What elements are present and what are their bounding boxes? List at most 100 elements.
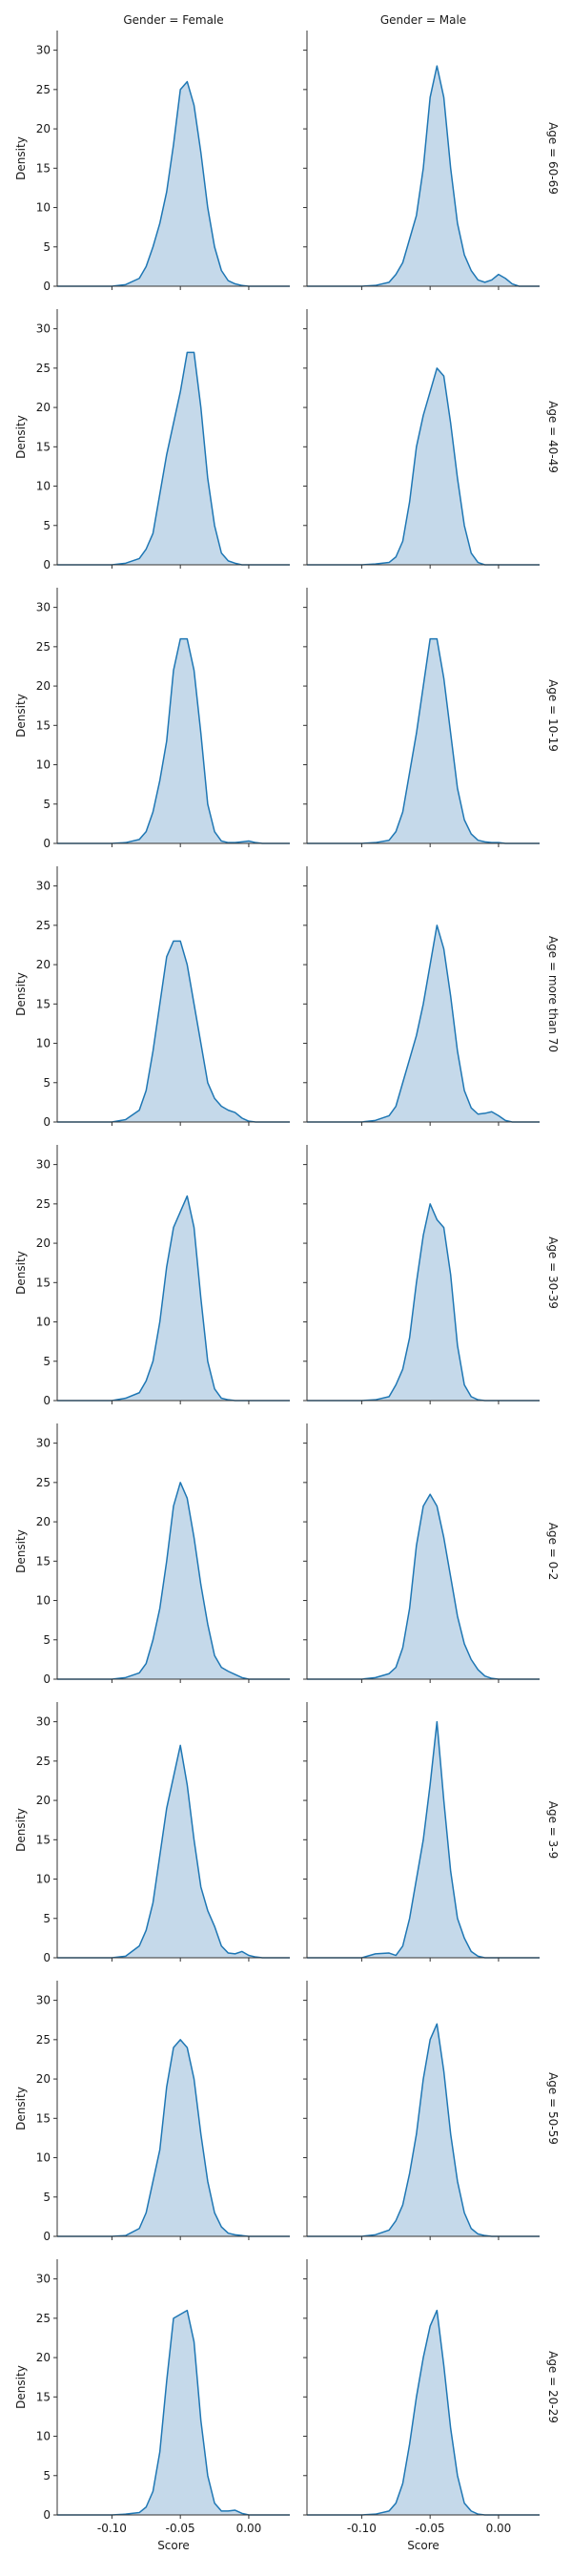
row-title-2: Age = 10-19 [546,679,560,752]
row-title-8: Age = 20-29 [546,2351,560,2423]
y-tick-label-r4-4: 20 [36,1236,51,1250]
y-tick-label-r1-3: 15 [36,440,51,453]
y-tick-label-r2-5: 25 [36,640,51,654]
y-tick-label-r1-1: 5 [43,519,51,532]
y-tick-label-r4-0: 0 [43,1394,51,1407]
y-tick-label-r1-0: 0 [43,558,51,571]
density-area-r8-c1 [307,2310,540,2515]
density-area-r7-c0 [57,2039,290,2236]
y-tick-label-r3-2: 10 [36,1037,51,1050]
row-title-7: Age = 50-59 [546,2072,560,2145]
x-tick-label-c0-1: -0.05 [166,2522,195,2535]
y-tick-label-r6-1: 5 [43,1912,51,1925]
y-axis-label-r5: Density [14,1529,28,1573]
y-tick-label-r0-0: 0 [43,280,51,293]
y-tick-label-r8-6: 30 [36,2273,51,2286]
y-tick-label-r7-3: 15 [36,2111,51,2125]
y-tick-label-r6-6: 30 [36,1715,51,1729]
x-axis-label-c0: Score [157,2539,190,2552]
density-area-r2-c0 [57,638,290,843]
y-tick-label-r6-2: 10 [36,1873,51,1886]
y-tick-label-r8-2: 10 [36,2430,51,2443]
y-tick-label-r5-0: 0 [43,1672,51,1686]
y-tick-label-r7-5: 25 [36,2033,51,2046]
y-tick-label-r0-5: 25 [36,83,51,96]
y-tick-label-r4-5: 25 [36,1197,51,1211]
y-tick-label-r8-0: 0 [43,2508,51,2522]
y-tick-label-r8-3: 15 [36,2390,51,2403]
y-tick-label-r8-1: 5 [43,2469,51,2483]
row-title-4: Age = 30-39 [546,1236,560,1309]
y-tick-label-r1-2: 10 [36,480,51,493]
y-tick-label-r2-1: 5 [43,798,51,811]
y-tick-label-r5-1: 5 [43,1633,51,1647]
y-tick-label-r0-6: 30 [36,44,51,57]
y-tick-label-r1-4: 20 [36,401,51,414]
y-tick-label-r4-1: 5 [43,1355,51,1368]
density-area-r7-c1 [307,2024,540,2236]
y-axis-label-r8: Density [14,2365,28,2409]
y-axis-label-r6: Density [14,1808,28,1852]
y-axis-label-r2: Density [14,694,28,737]
y-tick-label-r0-4: 20 [36,122,51,135]
y-tick-label-r0-2: 10 [36,201,51,215]
y-axis-label-r3: Density [14,972,28,1016]
row-title-5: Age = 0-2 [546,1523,560,1581]
y-tick-label-r0-1: 5 [43,240,51,254]
density-area-r1-c1 [307,367,540,565]
y-tick-label-r7-2: 10 [36,2151,51,2165]
y-tick-label-r7-4: 20 [36,2072,51,2086]
row-title-1: Age = 40-49 [546,401,560,473]
y-axis-label-r4: Density [14,1251,28,1295]
y-tick-label-r6-4: 20 [36,1794,51,1807]
x-axis-label-c1: Score [407,2539,439,2552]
y-tick-label-r6-0: 0 [43,1951,51,1964]
y-tick-label-r3-4: 20 [36,958,51,971]
y-tick-label-r4-3: 15 [36,1276,51,1289]
density-area-r0-c1 [307,66,540,286]
y-tick-label-r8-5: 25 [36,2312,51,2325]
y-tick-label-r4-2: 10 [36,1316,51,1329]
y-axis-label-r7: Density [14,2087,28,2130]
density-area-r5-c0 [57,1482,290,1679]
density-area-r3-c1 [307,924,540,1122]
y-tick-label-r5-5: 25 [36,1476,51,1489]
y-tick-label-r6-5: 25 [36,1755,51,1768]
y-tick-label-r2-0: 0 [43,837,51,850]
row-title-0: Age = 60-69 [546,122,560,195]
y-tick-label-r3-0: 0 [43,1115,51,1129]
x-tick-label-c0-2: 0.00 [236,2522,262,2535]
y-tick-label-r2-6: 30 [36,601,51,614]
y-tick-label-r7-6: 30 [36,1994,51,2007]
y-axis-label-r1: Density [14,415,28,459]
y-tick-label-r3-3: 15 [36,997,51,1010]
density-area-r3-c0 [57,941,290,1122]
y-tick-label-r7-0: 0 [43,2230,51,2243]
y-tick-label-r2-4: 20 [36,679,51,693]
x-tick-label-c1-1: -0.05 [416,2522,445,2535]
y-tick-label-r3-6: 30 [36,880,51,893]
x-tick-label-c0-0: -0.10 [97,2522,127,2535]
row-title-3: Age = more than 70 [546,936,560,1052]
y-tick-label-r5-3: 15 [36,1554,51,1568]
y-tick-label-r8-4: 20 [36,2351,51,2364]
density-area-r8-c0 [57,2310,290,2515]
density-line-r3-c1 [307,924,540,1123]
y-tick-label-r5-4: 20 [36,1515,51,1528]
density-area-r1-c0 [57,352,290,565]
density-area-r2-c1 [307,638,540,843]
density-area-r0-c0 [57,81,290,286]
col-title-0: Gender = Female [123,13,223,27]
y-tick-label-r1-6: 30 [36,322,51,336]
density-line-r6-c0 [57,1744,290,1959]
y-tick-label-r6-3: 15 [36,1833,51,1846]
y-tick-label-r0-3: 15 [36,161,51,175]
x-tick-label-c1-0: -0.10 [347,2522,377,2535]
density-area-r4-c1 [307,1203,540,1401]
density-area-r5-c1 [307,1494,540,1679]
y-tick-label-r5-2: 10 [36,1594,51,1608]
y-axis-label-r0: Density [14,136,28,180]
y-tick-label-r3-5: 25 [36,919,51,932]
y-tick-label-r5-6: 30 [36,1437,51,1450]
